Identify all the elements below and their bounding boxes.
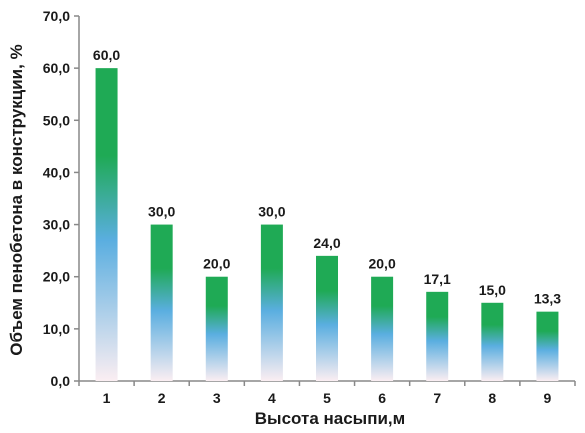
data-label: 15,0	[479, 282, 506, 298]
x-tick-label: 3	[213, 390, 221, 406]
data-label: 13,3	[534, 291, 561, 307]
data-label: 30,0	[148, 204, 175, 220]
bar-7	[426, 291, 449, 381]
bar-4	[260, 224, 283, 381]
data-label: 17,1	[424, 271, 451, 287]
x-tick-label: 8	[488, 390, 496, 406]
bar-2	[150, 224, 173, 381]
y-tick-label: 10,0	[43, 321, 70, 337]
y-tick-label: 50,0	[43, 112, 70, 128]
data-label: 60,0	[93, 47, 120, 63]
y-tick-label: 60,0	[43, 60, 70, 76]
bar-3	[205, 276, 228, 381]
x-tick-label: 5	[323, 390, 331, 406]
x-tick-label: 7	[433, 390, 441, 406]
bar-9	[536, 311, 559, 381]
y-tick-label: 70,0	[43, 8, 70, 24]
y-tick-label: 40,0	[43, 164, 70, 180]
x-axis-title: Высота насыпи,м	[255, 409, 405, 428]
data-label: 20,0	[368, 256, 395, 272]
x-tick-label: 4	[268, 390, 276, 406]
x-tick-label: 9	[544, 390, 552, 406]
x-tick-label: 2	[158, 390, 166, 406]
bars	[95, 68, 559, 382]
data-label: 30,0	[258, 204, 285, 220]
y-tick-label: 30,0	[43, 217, 70, 233]
y-tick-label: 20,0	[43, 269, 70, 285]
bar-8	[481, 302, 504, 381]
y-tick-label: 0,0	[51, 373, 71, 389]
y-axis-title: Объем пенобетона в конструкции, %	[7, 44, 26, 355]
x-tick-label: 1	[103, 390, 111, 406]
bar-6	[371, 276, 394, 381]
data-label: 20,0	[203, 256, 230, 272]
data-label: 24,0	[313, 235, 340, 251]
bar-1	[95, 68, 118, 382]
data-labels: 60,0 30,0 20,0 30,0 24,0 20,0 17,1 15,0 13,3	[93, 47, 561, 307]
x-tick-label: 6	[378, 390, 386, 406]
bar-5	[316, 255, 338, 381]
